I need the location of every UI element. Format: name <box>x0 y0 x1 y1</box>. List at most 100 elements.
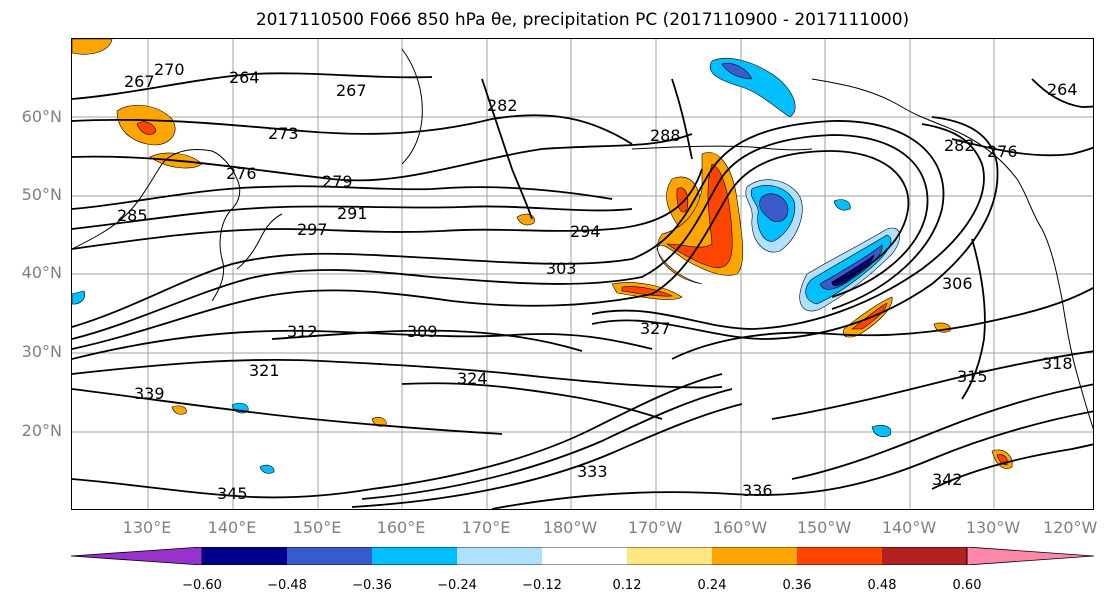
colorbar-swatch <box>457 547 542 565</box>
contour-label: 267 <box>124 72 155 91</box>
coast-japan <box>236 213 283 270</box>
contour-315 <box>771 350 1093 420</box>
contour-label: 270 <box>154 60 185 79</box>
contour-front-low <box>371 373 723 490</box>
contour-label: 288 <box>650 126 681 145</box>
lon-label-160e: 160°E <box>376 518 426 537</box>
contour-333 <box>791 383 1093 480</box>
contour-264 <box>1031 78 1093 108</box>
lon-label-140e: 140°E <box>207 518 257 537</box>
colorbar-swatch <box>627 547 712 565</box>
coast-asia <box>72 149 241 302</box>
contour-label: 309 <box>407 322 438 341</box>
contour-label: 342 <box>932 470 963 489</box>
contour-label: 264 <box>1047 80 1078 99</box>
contour-label: 276 <box>987 142 1018 161</box>
contour-282 <box>481 78 533 220</box>
contour-273 <box>72 114 633 145</box>
contour-label: 312 <box>287 322 318 341</box>
contour-345 <box>72 478 373 499</box>
colorbar <box>71 547 1094 565</box>
contour-label: 282 <box>487 96 518 115</box>
contour-label: 315 <box>957 367 988 386</box>
contour-312 <box>72 329 653 360</box>
coast-kamchatka <box>401 48 423 165</box>
contour-327 <box>671 287 1093 360</box>
contour-jet-4 <box>591 123 985 330</box>
contour-label: 285 <box>117 206 148 225</box>
contour-324 <box>401 382 663 420</box>
contour-label: 336 <box>742 481 773 500</box>
contour-jet-5 <box>591 116 999 340</box>
contour-339 <box>72 388 503 435</box>
contour-279 <box>72 133 693 182</box>
contour-jet-3 <box>72 150 910 350</box>
contour-label: 291 <box>337 204 368 223</box>
lat-label-50n: 50°N <box>21 185 62 204</box>
contour-jet-2 <box>72 134 929 340</box>
contour-label: 273 <box>268 124 299 143</box>
map-panel: 267 270 264 267 273 279 285 291 297 276 … <box>71 38 1094 510</box>
lon-label-120w: 120°W <box>1043 518 1098 537</box>
lon-label-130e: 130°E <box>122 518 172 537</box>
theta-e-contours <box>72 72 1093 509</box>
contour-label: 303 <box>546 259 577 278</box>
contour-label: 297 <box>297 220 328 239</box>
lon-label-160w: 160°W <box>712 518 768 537</box>
contour-288 <box>671 78 693 160</box>
colorbar-swatch <box>542 547 627 565</box>
contour-306 <box>961 238 986 400</box>
contour-label: 276 <box>226 164 257 183</box>
colorbar-tick-label: 0.12 <box>612 578 642 593</box>
contour-291 <box>72 205 633 230</box>
colorbar-swatch <box>372 547 457 565</box>
contour-321 <box>72 358 723 389</box>
shade-blue-sw2 <box>259 464 275 474</box>
contour-label: 318 <box>1042 354 1073 373</box>
colorbar-tick-label: 0.60 <box>952 578 982 593</box>
map-canvas: 267 270 264 267 273 279 285 291 297 276 … <box>72 39 1093 509</box>
contour-label: 294 <box>570 222 601 241</box>
lat-label-20n: 20°N <box>21 421 62 440</box>
coast-aleutians <box>631 145 813 151</box>
shade-blue-ne <box>709 58 796 118</box>
shade-red-se <box>851 302 888 330</box>
contour-front-low2 <box>361 388 733 500</box>
contour-label: 327 <box>640 319 671 338</box>
contour-label: 333 <box>577 462 608 481</box>
contour-309 <box>271 329 583 352</box>
contour-342 <box>931 443 1093 490</box>
colorbar-swatch <box>797 547 882 565</box>
colorbar-tick-label: −0.24 <box>437 578 477 593</box>
shade-blue-east <box>833 199 851 211</box>
contour-label: 279 <box>322 172 353 191</box>
shade-blue-right <box>871 425 892 438</box>
shade-orange-mid <box>516 213 535 226</box>
coast-na-west <box>1041 228 1093 430</box>
contour-label: 321 <box>249 361 280 380</box>
lat-label-60n: 60°N <box>21 107 62 126</box>
shade-blue-nw <box>72 290 85 305</box>
shade-orange-top <box>72 39 113 55</box>
contour-label: 339 <box>134 384 165 403</box>
lon-label-150e: 150°E <box>292 518 342 537</box>
contour-285 <box>72 185 613 210</box>
coast-alaska <box>811 78 1043 230</box>
lon-label-130w: 130°W <box>965 518 1021 537</box>
colorbar-extend-low <box>71 547 203 565</box>
shade-darkblue-ne <box>721 63 753 80</box>
contour-label: 264 <box>229 68 260 87</box>
lon-label-140w: 140°W <box>881 518 937 537</box>
colorbar-swatch <box>202 547 287 565</box>
contour-297 <box>72 168 703 250</box>
colorbar-tick-label: −0.12 <box>522 578 562 593</box>
contour-label: 345 <box>217 484 248 503</box>
contour-267a <box>72 72 433 100</box>
lon-label-180w: 180°W <box>542 518 598 537</box>
lat-label-40n: 40°N <box>21 263 62 282</box>
map-title: 2017110500 F066 850 hPa θe, precipitatio… <box>255 10 910 30</box>
coastlines <box>72 48 1093 430</box>
colorbar-tick-label: −0.48 <box>267 578 307 593</box>
colorbar-tick-label: 0.24 <box>697 578 727 593</box>
shade-orange-sw <box>171 405 187 415</box>
